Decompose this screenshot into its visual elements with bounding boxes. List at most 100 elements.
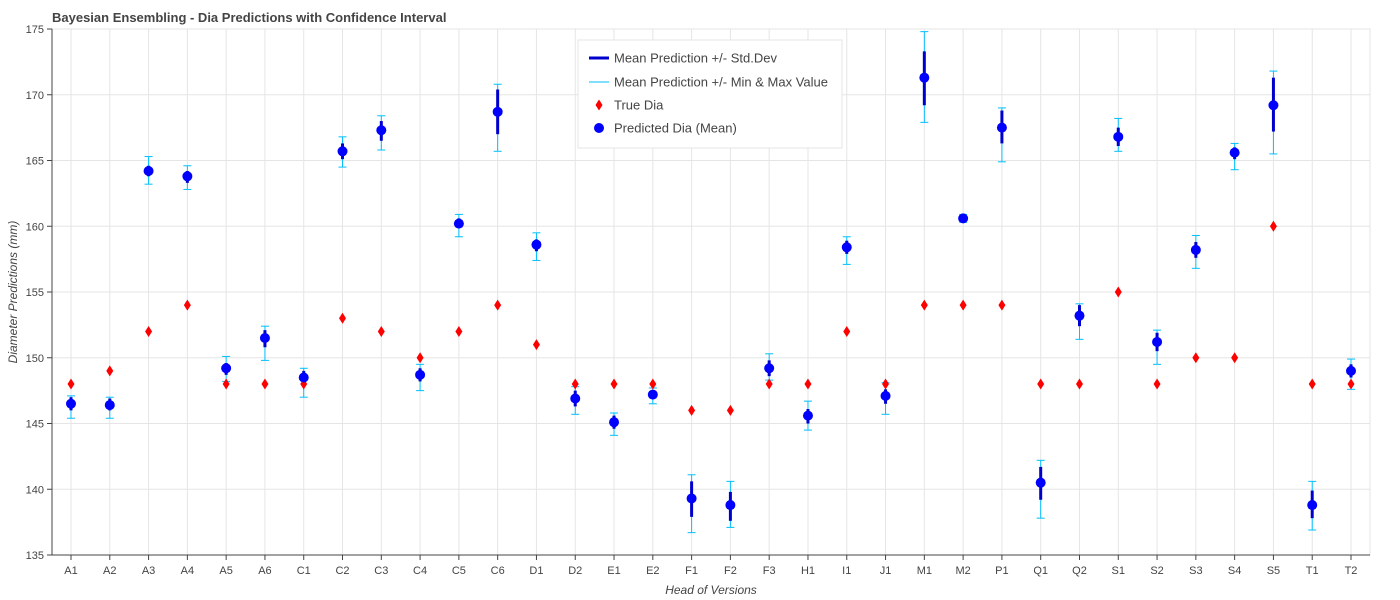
true-dia-point <box>1308 378 1316 390</box>
x-tick-label: J1 <box>880 565 892 577</box>
x-tick-label: D1 <box>529 565 543 577</box>
true-dia-point <box>494 299 502 311</box>
predicted-mean-point <box>609 417 620 428</box>
x-tick-label: C1 <box>297 565 311 577</box>
x-tick-label: A3 <box>142 565 155 577</box>
true-dia-point <box>183 299 191 311</box>
legend-label: True Dia <box>614 98 664 113</box>
predicted-mean-point <box>492 106 503 117</box>
y-tick-label: 155 <box>26 287 44 299</box>
x-tick-label: Q2 <box>1072 565 1087 577</box>
true-dia-point <box>67 378 75 390</box>
true-dia-point <box>726 404 734 416</box>
y-tick-label: 135 <box>26 550 44 562</box>
true-dia-point <box>1347 378 1355 390</box>
x-tick-label: A1 <box>64 565 77 577</box>
true-dia-point <box>688 404 696 416</box>
true-dia-point <box>1269 220 1277 232</box>
predicted-mean-point <box>958 213 969 224</box>
predicted-mean-point <box>415 369 426 380</box>
true-dia-point <box>1037 378 1045 390</box>
true-dia-point <box>222 378 230 390</box>
predicted-mean-point <box>1074 310 1085 321</box>
predicted-mean-point <box>1190 244 1201 255</box>
x-tick-label: M2 <box>955 565 970 577</box>
true-dia-point <box>377 325 385 337</box>
true-dia-point <box>416 352 424 364</box>
x-tick-label: A6 <box>258 565 271 577</box>
x-axis-label: Head of Versions <box>665 583 757 597</box>
true-dia-point <box>339 312 347 324</box>
predicted-mean-point <box>66 398 76 409</box>
true-dia-point <box>1114 286 1122 298</box>
true-dia-point <box>1075 378 1083 390</box>
predicted-mean-point <box>802 410 813 421</box>
y-tick-label: 165 <box>26 156 44 168</box>
true-dia-point <box>882 378 890 390</box>
predicted-mean-point <box>686 493 697 504</box>
x-tick-label: S3 <box>1189 565 1202 577</box>
predicted-mean-point <box>1307 500 1318 511</box>
y-tick-label: 140 <box>26 484 44 496</box>
true-dia-point <box>1192 352 1200 364</box>
predicted-mean-point <box>531 239 542 250</box>
predicted-mean-point <box>880 390 891 401</box>
predicted-mean-point <box>1229 147 1240 158</box>
x-tick-label: M1 <box>917 565 932 577</box>
true-dia-point <box>1153 378 1161 390</box>
predicted-mean-point <box>570 393 581 404</box>
x-tick-label: Q1 <box>1033 565 1048 577</box>
predicted-mean-point <box>647 389 658 400</box>
predicted-mean-point <box>764 363 775 374</box>
predicted-mean-point <box>725 500 736 511</box>
legend-swatch-true-dia <box>595 99 603 111</box>
true-dia-point <box>998 299 1006 311</box>
predicted-mean-point <box>996 122 1007 133</box>
predicted-mean-point <box>453 218 464 229</box>
true-dia-point <box>106 365 114 377</box>
x-tick-label: T2 <box>1345 565 1358 577</box>
true-dia-point <box>455 325 463 337</box>
x-tick-label: H1 <box>801 565 815 577</box>
legend-box <box>577 39 843 149</box>
true-dia-point <box>145 325 153 337</box>
true-dia-point <box>765 378 773 390</box>
predicted-mean-point <box>1268 100 1279 111</box>
x-tick-label: S5 <box>1267 565 1280 577</box>
x-tick-label: A2 <box>103 565 116 577</box>
x-tick-label: S4 <box>1228 565 1241 577</box>
predicted-mean-point <box>841 242 852 253</box>
true-dia-point <box>843 325 851 337</box>
x-tick-label: S2 <box>1150 565 1163 577</box>
true-dia-point <box>959 299 967 311</box>
y-tick-label: 175 <box>26 24 44 36</box>
y-axis-label: Diameter Predictions (mm) <box>6 221 20 364</box>
legend-label: Predicted Dia (Mean) <box>614 121 737 136</box>
predicted-mean-point <box>259 333 270 344</box>
predicted-mean-point <box>1346 365 1356 376</box>
x-tick-label: C3 <box>374 565 388 577</box>
chart-title: Bayesian Ensembling - Dia Predictions wi… <box>52 10 446 25</box>
x-tick-label: P1 <box>995 565 1008 577</box>
chart-marks <box>66 31 1356 534</box>
axes: 135 140 145 150 155 160 165 170 175 A1 A2 A3 A4 A5 A6 C… <box>26 24 1370 577</box>
x-tick-label: F3 <box>763 565 776 577</box>
x-tick-label: A4 <box>181 565 194 577</box>
true-dia-point <box>804 378 812 390</box>
predicted-mean-point <box>1152 336 1163 347</box>
predicted-mean-point <box>1113 131 1124 142</box>
y-tick-label: 170 <box>26 90 44 102</box>
true-dia-point <box>610 378 618 390</box>
x-tick-label: C4 <box>413 565 427 577</box>
predicted-mean-point <box>919 72 930 83</box>
predicted-mean-point <box>182 171 193 182</box>
x-tick-label: C5 <box>452 565 466 577</box>
x-tick-label: E1 <box>607 565 620 577</box>
predicted-mean-point <box>298 372 309 383</box>
x-tick-label: F1 <box>685 565 698 577</box>
x-tick-label: E2 <box>646 565 659 577</box>
x-tick-label: D2 <box>568 565 582 577</box>
y-tick-label: 150 <box>26 353 44 365</box>
